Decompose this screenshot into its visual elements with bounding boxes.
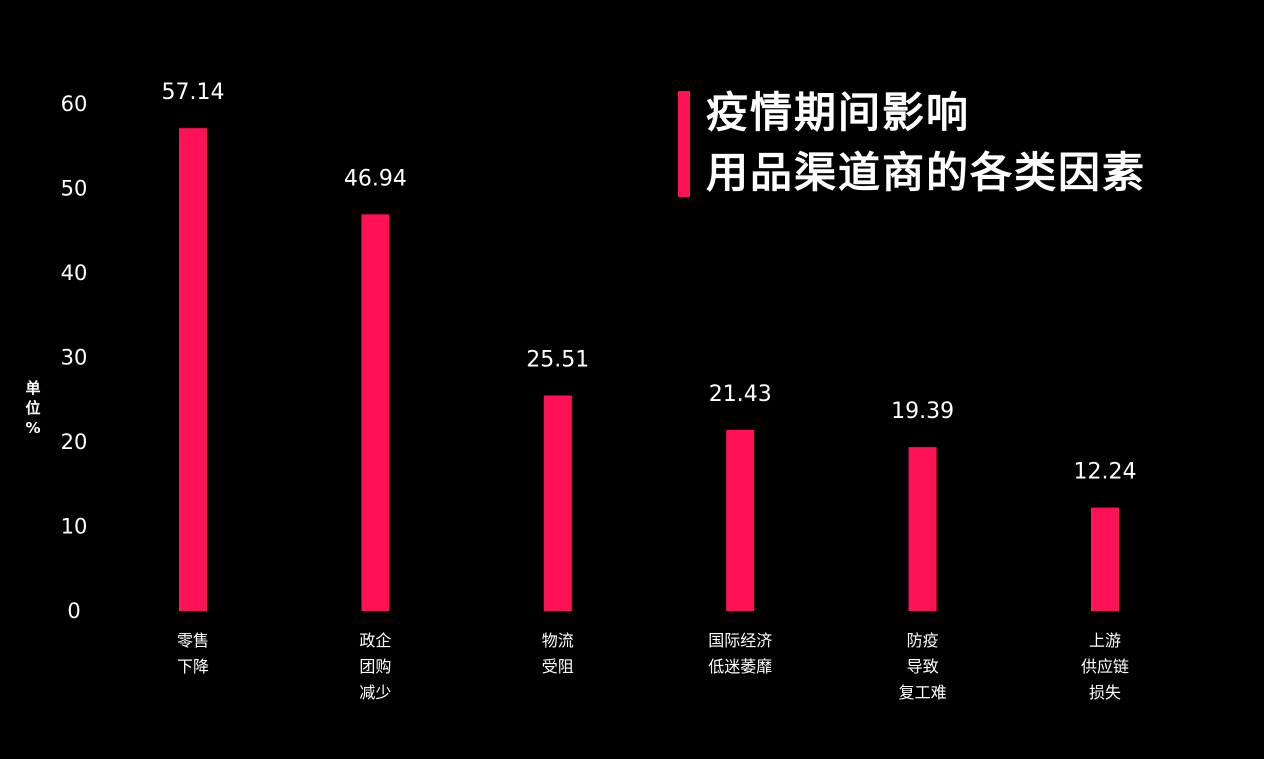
category-label: 供应链 (1081, 657, 1129, 676)
y-axis-ticks: 0 10 20 30 40 50 60 (61, 92, 88, 623)
category-label: 复工难 (899, 683, 947, 702)
chart-title-line-1: 疫情期间影响 (706, 88, 971, 137)
bar (179, 128, 207, 612)
bar-value-label: 19.39 (891, 399, 954, 424)
category-label: 零售 (177, 631, 209, 650)
category-label: 受阻 (542, 657, 574, 676)
bar (361, 214, 390, 611)
y-tick-label: 20 (61, 430, 88, 454)
category-label: 物流 (542, 631, 574, 650)
category-label: 团购 (359, 657, 391, 676)
category-label: 防疫 (907, 631, 939, 650)
category-label: 国际经济 (708, 631, 772, 650)
y-tick-label: 30 (61, 346, 88, 370)
category-label: 低迷萎靡 (708, 657, 772, 676)
category-label: 政企 (359, 631, 391, 650)
bar-value-label: 57.14 (162, 80, 225, 105)
bar (726, 429, 755, 611)
category-label: 导致 (907, 657, 939, 676)
unit-label-char: 单 (25, 379, 40, 397)
unit-label-char: % (25, 419, 40, 437)
bar (908, 447, 937, 611)
category-label: 损失 (1089, 683, 1121, 702)
bar-value-label: 12.24 (1074, 460, 1137, 485)
bar (1091, 507, 1119, 611)
bar (543, 395, 572, 611)
bars (179, 128, 1119, 612)
category-label: 下降 (177, 657, 209, 676)
y-tick-label: 40 (61, 261, 88, 285)
category-label: 上游 (1089, 631, 1121, 650)
bar-value-labels: 57.14 46.94 25.51 21.43 19.39 12.24 (162, 80, 1137, 484)
chart-title-line-2: 用品渠道商的各类因素 (706, 148, 1147, 197)
y-tick-label: 0 (67, 599, 80, 623)
title-accent-bar (678, 91, 690, 197)
chart-title: 疫情期间影响 用品渠道商的各类因素 (678, 86, 1248, 206)
y-tick-label: 10 (61, 515, 88, 539)
bar-value-label: 25.51 (526, 347, 589, 372)
y-axis-unit-label: 单位% (25, 379, 40, 437)
y-tick-label: 50 (61, 177, 88, 201)
bar-value-label: 21.43 (709, 382, 772, 407)
bar-value-label: 46.94 (344, 166, 407, 191)
category-label: 减少 (359, 683, 391, 702)
unit-label-char: 位 (25, 399, 40, 417)
y-tick-label: 60 (61, 92, 88, 116)
